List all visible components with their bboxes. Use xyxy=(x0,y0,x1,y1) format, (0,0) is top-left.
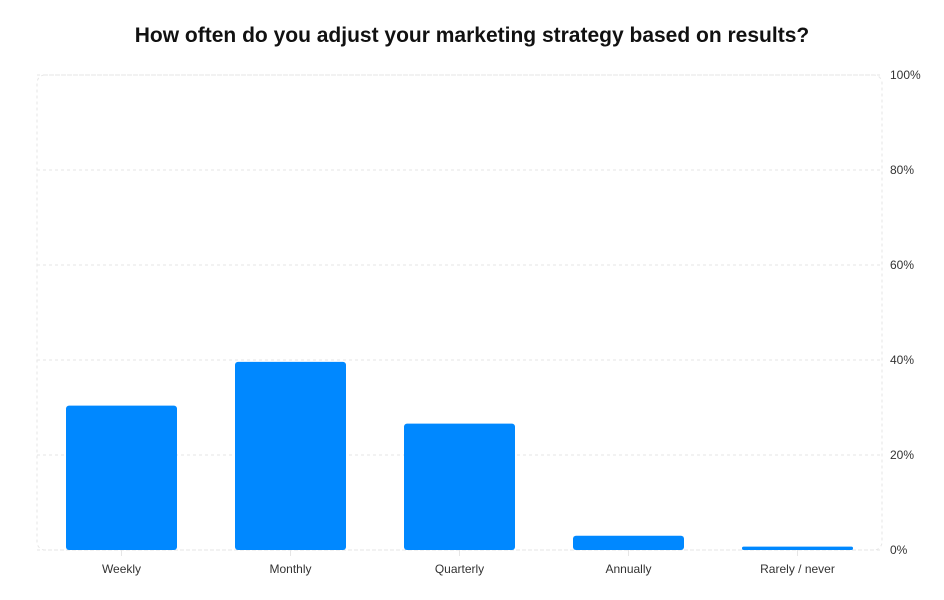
bar-quarterly xyxy=(404,423,515,550)
x-tick-label: Weekly xyxy=(102,562,141,576)
bar-weekly xyxy=(66,405,177,550)
y-tick-label: 100% xyxy=(890,68,921,82)
y-tick-label: 20% xyxy=(890,448,914,462)
bar-monthly xyxy=(235,361,346,550)
x-tick-label: Annually xyxy=(605,562,651,576)
bar-rarely-never xyxy=(742,546,853,550)
y-tick-label: 80% xyxy=(890,163,914,177)
bar-annually xyxy=(573,535,684,550)
x-tick-label: Quarterly xyxy=(435,562,484,576)
y-tick-label: 0% xyxy=(890,543,908,557)
y-tick-label: 60% xyxy=(890,258,914,272)
x-tick-label: Rarely / never xyxy=(760,562,835,576)
chart-title: How often do you adjust your marketing s… xyxy=(134,24,810,47)
x-tick-label: Monthly xyxy=(269,562,311,576)
y-tick-label: 40% xyxy=(890,353,914,367)
